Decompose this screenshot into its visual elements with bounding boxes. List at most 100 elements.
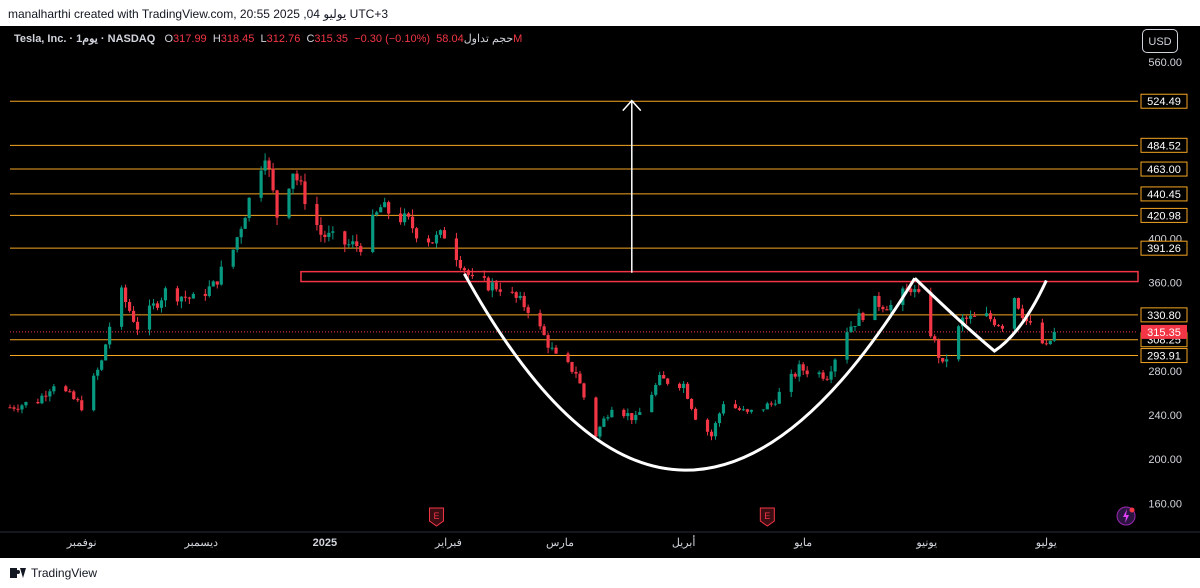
candle-body[interactable]: [741, 409, 745, 411]
candle-body[interactable]: [769, 403, 773, 405]
candle-body[interactable]: [518, 295, 522, 298]
resistance-box[interactable]: [300, 270, 1139, 283]
candle-body[interactable]: [885, 309, 889, 311]
candle-body[interactable]: [275, 190, 279, 218]
candle-body[interactable]: [773, 403, 777, 405]
candle-body[interactable]: [602, 418, 606, 427]
candle-body[interactable]: [1024, 318, 1028, 322]
candle-body[interactable]: [733, 404, 738, 409]
candle-body[interactable]: [175, 288, 180, 302]
candle-body[interactable]: [845, 332, 849, 360]
candle-body[interactable]: [1016, 298, 1021, 309]
candle-body[interactable]: [965, 317, 969, 319]
candle-body[interactable]: [510, 291, 514, 293]
candle-body[interactable]: [1052, 331, 1056, 341]
candle-body[interactable]: [626, 413, 630, 417]
candle-body[interactable]: [147, 305, 152, 330]
candle-body[interactable]: [988, 313, 993, 320]
candle-body[interactable]: [933, 336, 937, 341]
candle-body[interactable]: [1044, 343, 1048, 345]
candle-body[interactable]: [482, 276, 486, 278]
candle-body[interactable]: [108, 326, 112, 345]
dividend-marker[interactable]: [1116, 506, 1136, 526]
candle-body[interactable]: [247, 197, 251, 219]
candle-body[interactable]: [765, 403, 769, 410]
candle-body[interactable]: [271, 168, 275, 191]
candle-body[interactable]: [291, 173, 295, 189]
candle-body[interactable]: [287, 188, 291, 218]
candle-body[interactable]: [351, 241, 355, 245]
candle-body[interactable]: [12, 407, 16, 409]
candle-body[interactable]: [76, 399, 80, 401]
candle-body[interactable]: [462, 268, 466, 271]
candle-body[interactable]: [654, 385, 658, 395]
candle-body[interactable]: [610, 409, 614, 418]
candle-body[interactable]: [913, 289, 917, 293]
candle-body[interactable]: [16, 408, 20, 410]
candle-body[interactable]: [889, 304, 893, 311]
candle-body[interactable]: [127, 302, 132, 311]
candle-body[interactable]: [267, 160, 271, 169]
candle-body[interactable]: [299, 180, 303, 182]
candle-body[interactable]: [48, 391, 52, 397]
candle-body[interactable]: [470, 274, 474, 277]
candle-body[interactable]: [40, 395, 44, 404]
candle-body[interactable]: [123, 287, 128, 303]
candle-body[interactable]: [857, 312, 861, 327]
candle-body[interactable]: [68, 391, 72, 393]
candle-body[interactable]: [159, 300, 164, 308]
candle-body[interactable]: [406, 213, 411, 217]
candle-body[interactable]: [1000, 325, 1005, 329]
candle-body[interactable]: [466, 270, 470, 275]
candle-body[interactable]: [1012, 298, 1017, 329]
candle-body[interactable]: [745, 409, 749, 412]
candle-body[interactable]: [685, 383, 690, 399]
candle-body[interactable]: [219, 266, 223, 285]
candle-body[interactable]: [877, 295, 881, 307]
candle-body[interactable]: [498, 289, 502, 292]
candle-body[interactable]: [442, 230, 447, 239]
candle-body[interactable]: [777, 391, 781, 404]
candle-body[interactable]: [315, 203, 319, 226]
candle-body[interactable]: [239, 228, 243, 238]
candle-body[interactable]: [211, 281, 215, 287]
handle-curve[interactable]: [913, 277, 1048, 353]
level-tag[interactable]: [1140, 186, 1188, 202]
level-tag[interactable]: [1140, 93, 1188, 109]
candle-body[interactable]: [861, 312, 865, 321]
candle-body[interactable]: [371, 214, 375, 252]
candle-body[interactable]: [546, 335, 550, 348]
candle-body[interactable]: [319, 225, 323, 235]
candle-body[interactable]: [179, 296, 183, 302]
candle-body[interactable]: [853, 326, 857, 328]
candle-body[interactable]: [957, 326, 961, 360]
candle-body[interactable]: [801, 364, 805, 371]
level-tag[interactable]: [1140, 307, 1188, 323]
candle-body[interactable]: [131, 310, 136, 322]
candle-body[interactable]: [375, 212, 379, 215]
candle-body[interactable]: [937, 340, 941, 358]
candle-body[interactable]: [399, 213, 403, 223]
candle-body[interactable]: [737, 408, 742, 410]
candle-body[interactable]: [693, 408, 698, 420]
candle-body[interactable]: [717, 413, 722, 424]
candle-body[interactable]: [789, 373, 793, 392]
candle-body[interactable]: [331, 231, 335, 233]
candle-body[interactable]: [909, 288, 913, 293]
candle-body[interactable]: [20, 405, 24, 410]
candle-body[interactable]: [410, 216, 415, 229]
candle-body[interactable]: [327, 232, 331, 238]
candle-body[interactable]: [8, 407, 12, 409]
candle-body[interactable]: [454, 238, 459, 261]
candle-body[interactable]: [689, 398, 694, 409]
candle-body[interactable]: [52, 386, 56, 392]
candle-body[interactable]: [323, 234, 327, 238]
candle-body[interactable]: [64, 386, 68, 392]
candle-body[interactable]: [403, 213, 407, 223]
candle-body[interactable]: [825, 378, 829, 380]
candle-body[interactable]: [574, 371, 578, 374]
candle-body[interactable]: [163, 288, 168, 301]
candle-body[interactable]: [538, 312, 542, 327]
candle-body[interactable]: [430, 242, 435, 244]
